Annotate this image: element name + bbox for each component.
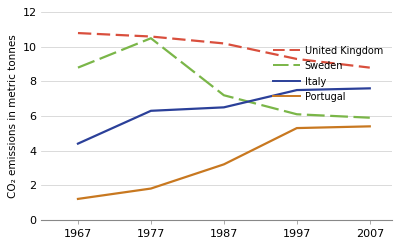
Y-axis label: CO₂ emissions in metric tonnes: CO₂ emissions in metric tonnes bbox=[8, 34, 18, 198]
Italy bbox=[76, 142, 80, 145]
Portugal bbox=[294, 127, 299, 130]
Italy bbox=[367, 87, 372, 90]
United Kingdom bbox=[148, 35, 153, 38]
United Kingdom bbox=[222, 42, 226, 45]
Portugal bbox=[148, 187, 153, 190]
Line: United Kingdom: United Kingdom bbox=[78, 33, 370, 68]
Italy bbox=[148, 109, 153, 112]
Line: Italy: Italy bbox=[78, 88, 370, 144]
Line: Portugal: Portugal bbox=[78, 126, 370, 199]
Portugal bbox=[76, 197, 80, 200]
Legend: United Kingdom, Sweden, Italy, Portugal: United Kingdom, Sweden, Italy, Portugal bbox=[269, 42, 387, 106]
United Kingdom bbox=[294, 58, 299, 61]
Sweden bbox=[148, 37, 153, 40]
Sweden bbox=[294, 113, 299, 116]
Line: Sweden: Sweden bbox=[78, 38, 370, 118]
Sweden bbox=[222, 94, 226, 97]
Sweden bbox=[367, 116, 372, 119]
United Kingdom bbox=[367, 66, 372, 69]
Sweden bbox=[76, 66, 80, 69]
Italy bbox=[222, 106, 226, 109]
Portugal bbox=[222, 163, 226, 166]
Italy bbox=[294, 89, 299, 92]
United Kingdom bbox=[76, 32, 80, 35]
Portugal bbox=[367, 125, 372, 128]
